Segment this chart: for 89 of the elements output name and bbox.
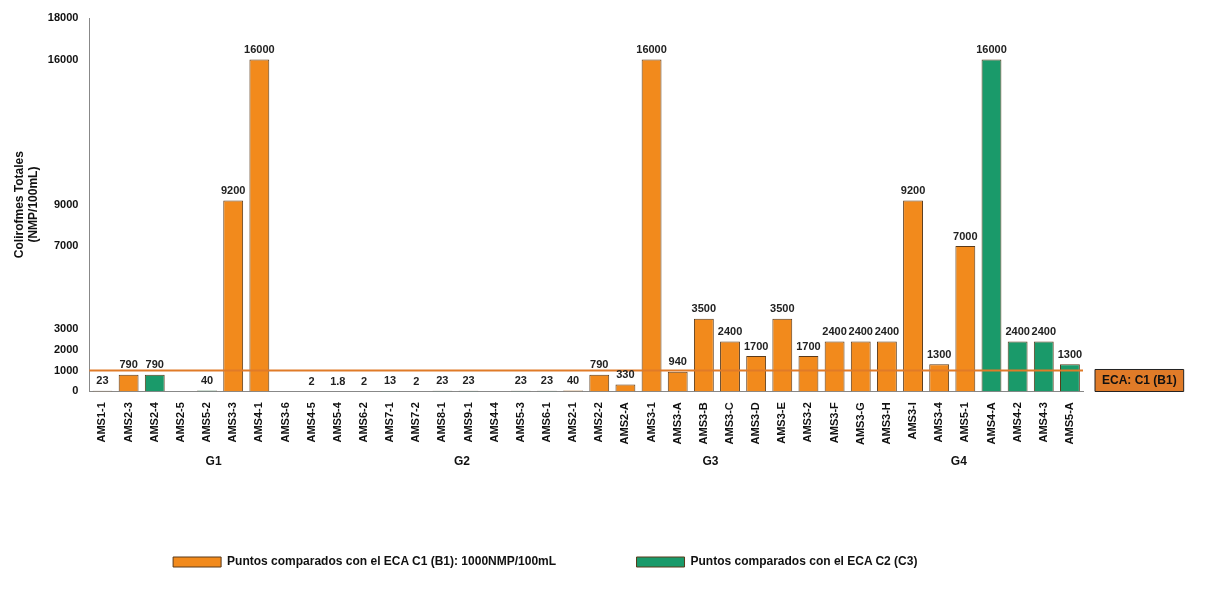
- data-label: 2400: [1031, 324, 1057, 337]
- x-tick-label: AMS5-4: [330, 401, 343, 443]
- text: G4: [950, 454, 968, 469]
- x-tick-label: AMS6-1: [540, 402, 552, 443]
- data-label: 23: [436, 374, 449, 387]
- data-label: 7000: [953, 229, 978, 242]
- data-label: 2400: [717, 324, 743, 337]
- y-tick-label: 0: [72, 384, 79, 397]
- data-label: 3500: [770, 302, 795, 315]
- data-label: 2: [360, 374, 367, 387]
- y-tick-label: 18000: [47, 11, 79, 24]
- x-tick-label: AMS4-3: [1036, 402, 1049, 443]
- x-tick-label: AMS3-6: [278, 402, 291, 443]
- data-label: 1300: [926, 347, 952, 360]
- data-label: 40: [567, 373, 580, 386]
- x-tick-label: AMS5-2: [200, 402, 213, 443]
- data-label: 23: [96, 374, 109, 387]
- data-label: 790: [145, 358, 164, 371]
- x-tick-label: AMS5-3: [513, 402, 526, 443]
- data-label: 23: [462, 374, 475, 387]
- x-tick-label: AMS1-1: [95, 402, 108, 443]
- x-tick-label: AMS7-1: [383, 402, 396, 443]
- x-tick-label: AMS4-2: [1010, 402, 1023, 443]
- y-tick-label: 3000: [53, 322, 79, 335]
- x-tick-label: AMS4-A: [984, 402, 997, 445]
- data-label: 16000: [244, 43, 275, 55]
- data-label: 13: [383, 374, 397, 387]
- data-label: 3500: [691, 302, 717, 315]
- y-tick-label: 7000: [53, 239, 79, 252]
- x-tick-label: AMS5-A: [1062, 402, 1075, 445]
- legend-label: Puntos comparados con el ECA C1 (B1): 1000NMP/100mL: [227, 554, 557, 569]
- x-tick-label: AMS2-1: [566, 402, 579, 443]
- x-tick-label: AMS3-D: [749, 402, 762, 445]
- data-label: 1.8: [330, 374, 346, 387]
- data-label: 2: [413, 374, 420, 387]
- x-tick-label: AMS3-2: [801, 402, 814, 443]
- x-tick-label: AMS3-1: [644, 402, 657, 443]
- data-label: 330: [616, 367, 635, 380]
- data-label: 2: [308, 374, 315, 387]
- data-label: 9200: [220, 183, 246, 196]
- text: G2: [453, 454, 471, 469]
- data-label: 1700: [796, 339, 821, 352]
- x-tick-label: AMS5-1: [958, 402, 971, 443]
- x-tick-label: AMS3-G: [853, 402, 866, 445]
- x-tick-label: AMS3-E: [775, 402, 788, 444]
- x-tick-label: AMS3-I: [906, 402, 919, 440]
- y-tick-label: 9000: [53, 197, 79, 210]
- x-tick-label: AMS8-1: [435, 402, 448, 443]
- data-label: 790: [590, 358, 609, 371]
- x-tick-label: AMS9-1: [461, 402, 474, 443]
- x-tick-label: AMS3-F: [827, 401, 840, 444]
- data-label: 2400: [848, 324, 873, 337]
- y-tick-label: 16000: [47, 52, 79, 65]
- data-label: 790: [119, 358, 138, 371]
- x-tick-label: AMS4-4: [487, 401, 500, 443]
- x-tick-label: AMS4-5: [304, 402, 317, 443]
- data-label: 16000: [636, 43, 667, 55]
- x-tick-label: AMS4-1: [252, 402, 265, 443]
- data-label: 2400: [822, 324, 847, 337]
- x-tick-label: AMS3-A: [670, 402, 683, 445]
- data-label: 40: [200, 373, 214, 386]
- data-label: 940: [668, 355, 687, 368]
- data-label: 16000: [976, 43, 1007, 55]
- data-label: 23: [540, 374, 554, 387]
- ref-line-label: ECA: C1 (B1): [1102, 372, 1177, 387]
- y-tick-label: 1000: [53, 363, 79, 376]
- data-label: 1300: [1057, 347, 1083, 360]
- data-label: 2400: [874, 324, 900, 337]
- x-tick-label: AMS2-3: [121, 402, 134, 443]
- x-tick-label: AMS6-2: [356, 402, 369, 443]
- x-tick-label: AMS3-B: [696, 402, 709, 445]
- text: G1: [205, 454, 222, 469]
- y-axis-title: Colirofmes Totales (NMP/100mL): [11, 150, 40, 259]
- data-label: 2400: [1005, 324, 1030, 337]
- text: G3: [702, 454, 719, 469]
- data-label: 1700: [743, 339, 769, 352]
- legend-label: Puntos comparados con el ECA C2 (C3): [690, 554, 918, 569]
- x-tick-label: AMS3-C: [723, 402, 736, 445]
- x-tick-label: AMS7-2: [409, 402, 422, 443]
- x-tick-label: AMS3-3: [226, 402, 239, 443]
- x-tick-label: AMS2-2: [592, 402, 605, 443]
- x-tick-label: AMS2-A: [618, 402, 631, 445]
- x-tick-label: AMS2-5: [173, 402, 186, 443]
- x-tick-label: AMS3-4: [932, 401, 945, 443]
- x-tick-label: AMS3-H: [879, 402, 892, 445]
- x-tick-label: AMS2-4: [147, 401, 160, 443]
- data-label: 23: [514, 374, 527, 387]
- data-label: 9200: [900, 183, 926, 196]
- y-tick-label: 2000: [53, 342, 79, 355]
